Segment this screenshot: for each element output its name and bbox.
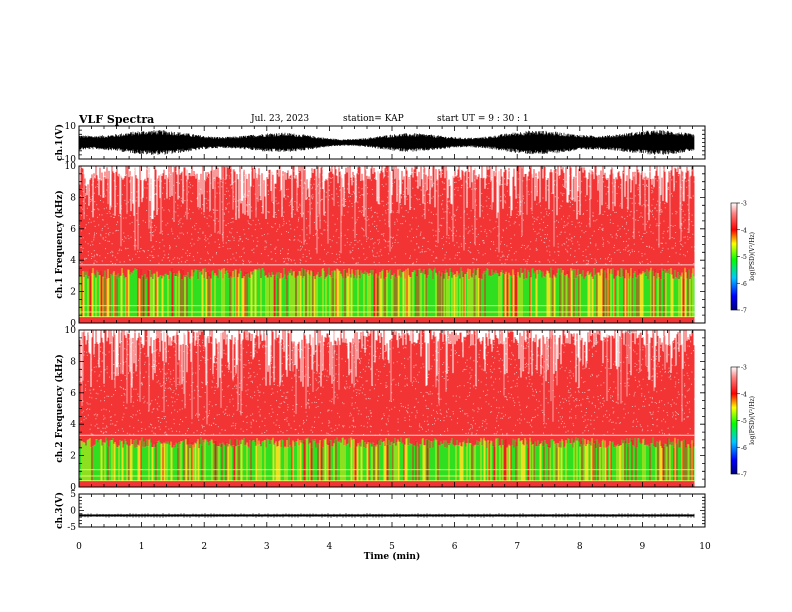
- ch2-spectrogram-ytick-label: 8: [70, 357, 76, 367]
- ch2-spectrogram-colorbar-label: log(PSD)(V²/Hz): [749, 396, 756, 445]
- x-axis-label: Time (min): [364, 551, 421, 562]
- ch1-spectrogram-yellow-band: [79, 267, 694, 317]
- ch2-spectrogram-colorbar-tick-label: -3: [741, 365, 747, 372]
- ch1-spectrogram-colorbar-label: log(PSD)(V²/Hz): [749, 232, 756, 281]
- ch2-spectrogram-colorbar-scale: [730, 366, 738, 475]
- ch3-waveform-ytick-label: -5: [67, 523, 76, 533]
- station-label: station= KAP: [343, 114, 404, 124]
- chart-title: VLF Spectra: [79, 113, 155, 126]
- ch2-spectrogram-colorbar-tick-label: -7: [741, 472, 747, 479]
- ch1-spectrogram-red-band: [81, 267, 689, 317]
- ch1-spectrogram-ytick-label: 6: [70, 225, 76, 235]
- colorbar-layer: -3 -4 -5 -6 -7 log(PSD)(V²/Hz) -3 -4 -5 -6 -7 log(P…: [730, 201, 756, 479]
- date-label: Jul. 23, 2023: [251, 114, 310, 124]
- xtick-label: 9: [640, 542, 646, 552]
- ch1-spectrogram-colorbar-scale: [730, 202, 738, 311]
- xtick-label: 0: [76, 542, 82, 552]
- ch1-spectrogram-ticks: [78, 165, 706, 324]
- ch3-waveform-trace: [78, 513, 695, 518]
- ch1-spectrogram-speckle: [79, 165, 696, 266]
- ch2-spectrogram-colorbar: -3 -4 -5 -6 -7 log(PSD)(V²/Hz): [730, 365, 756, 479]
- data-layer: [78, 130, 696, 518]
- ch1-spectrogram-ylabel: ch.1 Frequency (kHz): [54, 190, 65, 299]
- ch3-waveform-ytick-label: 0: [70, 507, 76, 517]
- ch3-waveform-band: [79, 514, 695, 517]
- ch1-spectrogram-ytick-label: 0: [70, 319, 76, 329]
- ch1-spectrogram-colorbar-tick-label: -6: [741, 281, 747, 288]
- ch3-waveform-ytick-label: 5: [70, 490, 76, 500]
- xtick-label: 3: [264, 542, 270, 552]
- ch1-waveform-trace: [78, 130, 695, 155]
- xtick-label: 10: [699, 542, 711, 552]
- ch1-spectrogram-ytick-label: 8: [70, 193, 76, 203]
- ch2-spectrogram-red-band: [91, 437, 694, 481]
- ch2-spectrogram-white-columns: [81, 330, 683, 425]
- ch1-waveform-ytick-label: -10: [62, 155, 77, 165]
- ch1-spectrogram-axes: 0 2 4 6 8 10 ch.1 Frequency (kHz): [54, 162, 706, 329]
- ch1-spectrogram-colorbar-tick-label: -5: [741, 254, 747, 261]
- ch2-spectrogram-speckle: [79, 329, 696, 436]
- ch2-spectrogram-ytick-label: 4: [70, 420, 76, 430]
- ch1-spectrogram-colorbar: -3 -4 -5 -6 -7 log(PSD)(V²/Hz): [730, 201, 756, 315]
- ch1-waveform-ylabel: ch.1(V): [54, 124, 65, 161]
- ch2-spectrogram-ytick-label: 2: [70, 452, 76, 462]
- ch2-spectrogram-image: [78, 329, 696, 487]
- ch1-spectrogram-colorbar-tick-label: -4: [741, 227, 747, 234]
- ch1-waveform-line: [78, 130, 695, 155]
- ch2-spectrogram-green-band: [79, 437, 695, 481]
- ch1-spectrogram-colorbar-tick-label: -7: [741, 308, 747, 315]
- xtick-label: 2: [201, 542, 207, 552]
- xtick-label: 5: [389, 542, 395, 552]
- ch1-waveform-ytick-label: 10: [65, 122, 77, 132]
- ch2-spectrogram-colorbar-tick-label: -5: [741, 418, 747, 425]
- start-ut-label: start UT = 9 : 30 : 1: [437, 114, 529, 124]
- ch1-spectrogram-ytick-label: 4: [70, 256, 76, 266]
- xtick-label: 1: [139, 542, 145, 552]
- ch1-spectrogram-colorbar-tick-label: -3: [741, 201, 747, 208]
- ch2-spectrogram-ytick-label: 6: [70, 389, 76, 399]
- ch1-spectrogram-ytick-label: 10: [65, 162, 77, 172]
- xtick-label: 7: [514, 542, 520, 552]
- xtick-label: 8: [577, 542, 583, 552]
- ch2-spectrogram-colorbar-tick-label: -6: [741, 445, 747, 452]
- ch2-spectrogram-axes: 0 2 4 6 8 10 ch.2 Frequency (kHz): [54, 326, 706, 493]
- ch3-waveform-ylabel: ch.3(V): [54, 492, 65, 529]
- xtick-label: 4: [327, 542, 333, 552]
- xtick-label: 6: [452, 542, 458, 552]
- ch2-spectrogram-ytick-label: 0: [70, 483, 76, 493]
- ch1-spectrogram-ytick-label: 2: [70, 288, 76, 298]
- ch2-spectrogram-ticks: [78, 329, 706, 488]
- ch2-spectrogram-ylabel: ch.2 Frequency (kHz): [54, 354, 65, 463]
- ch1-spectrogram-image: [78, 165, 696, 323]
- ch1-waveform-ticks: [78, 125, 706, 160]
- ch2-spectrogram-colorbar-tick-label: -4: [741, 391, 747, 398]
- ch3-waveform-ticks: [78, 493, 706, 528]
- ch2-spectrogram-ytick-label: 10: [65, 326, 77, 336]
